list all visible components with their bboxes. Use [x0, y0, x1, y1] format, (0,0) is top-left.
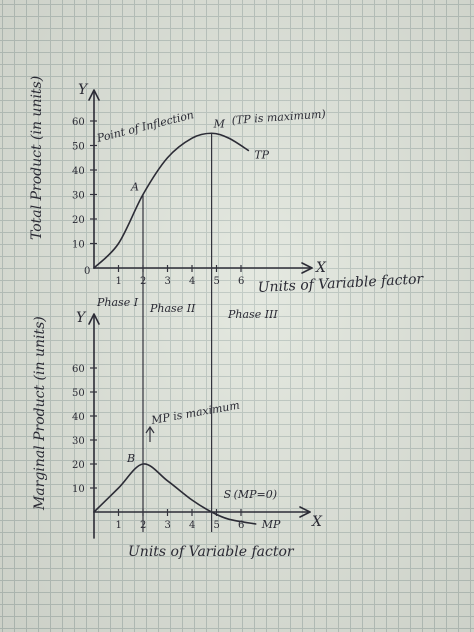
b-note-arrow — [145, 425, 155, 442]
mp-y-title: Marginal Product (in units) — [32, 316, 48, 511]
tp-chart: Y X 0 Total Product (in units) 10 20 30 40 5… — [29, 76, 425, 296]
point-s-label: S — [224, 488, 232, 501]
mp-x-tick-label: 5 — [214, 520, 220, 531]
tp-curve — [93, 132, 250, 269]
tp-y-tick-label: 50 — [72, 142, 85, 153]
mp-x-tick-label: 3 — [165, 520, 171, 531]
tp-x-tick-label: 3 — [165, 276, 171, 287]
mp-chart: Y X Marginal Product (in units) 10 20 30 40… — [32, 310, 323, 560]
tp-y-tick-label: 20 — [72, 215, 85, 226]
phase-3-label: Phase III — [227, 308, 278, 321]
tp-x-tick-label: 6 — [238, 276, 244, 287]
mp-y-symbol: Y — [76, 310, 87, 326]
mp-curve — [93, 463, 257, 525]
tp-max-note: (TP is maximum) — [231, 107, 326, 127]
mp-x-tick-label: 1 — [116, 520, 122, 531]
tp-x-title: Units of Variable factor — [257, 271, 425, 296]
tp-y-tick-label: 60 — [72, 117, 85, 128]
tp-y-symbol: Y — [78, 82, 89, 98]
point-b-label: B — [126, 452, 135, 465]
mp-y-tick-label: 30 — [72, 436, 85, 447]
tp-y-axis-arrow — [88, 89, 100, 101]
phase-1-label: Phase I — [96, 296, 139, 309]
mp-y-axis-arrow — [88, 313, 100, 325]
mp-y-tick-label: 40 — [72, 412, 85, 423]
tp-y-tick-label: 30 — [72, 191, 85, 202]
mp-y-tick-label: 20 — [72, 460, 85, 471]
tp-y-tick-label: 10 — [72, 240, 85, 251]
tp-x-axis-arrow — [301, 262, 313, 274]
mp-x-axis-arrow — [299, 506, 311, 518]
mp-zero-note: (MP=0) — [234, 488, 277, 501]
mp-x-title: Units of Variable factor — [128, 544, 295, 560]
tp-x-tick-label: 4 — [189, 276, 195, 287]
mp-x-symbol: X — [311, 514, 323, 530]
mp-x-tick-label: 4 — [189, 520, 195, 531]
mp-y-ticks: 10 20 30 40 50 60 — [72, 364, 97, 495]
point-m-label: M — [213, 117, 226, 130]
mp-y-tick-label: 50 — [72, 388, 85, 399]
tp-origin-label: 0 — [84, 266, 90, 277]
tp-y-title: Total Product (in units) — [29, 76, 45, 240]
point-a-label: A — [130, 181, 139, 194]
mp-y-tick-label: 10 — [72, 484, 85, 495]
mp-max-note: MP is maximum — [149, 399, 240, 428]
mp-x-tick-label: 6 — [238, 520, 244, 531]
tp-y-ticks: 10 20 30 40 50 60 — [72, 117, 97, 251]
tp-y-tick-label: 40 — [72, 166, 85, 177]
tp-x-tick-label: 1 — [116, 276, 122, 287]
mp-series-label: MP — [261, 518, 281, 531]
tp-x-symbol: X — [315, 260, 327, 276]
tp-x-tick-label: 5 — [214, 276, 220, 287]
phase-2-label: Phase II — [149, 302, 196, 315]
mp-y-tick-label: 60 — [72, 364, 85, 375]
inflection-note: Point of Inflection — [95, 108, 196, 145]
tp-series-label: TP — [254, 148, 269, 161]
